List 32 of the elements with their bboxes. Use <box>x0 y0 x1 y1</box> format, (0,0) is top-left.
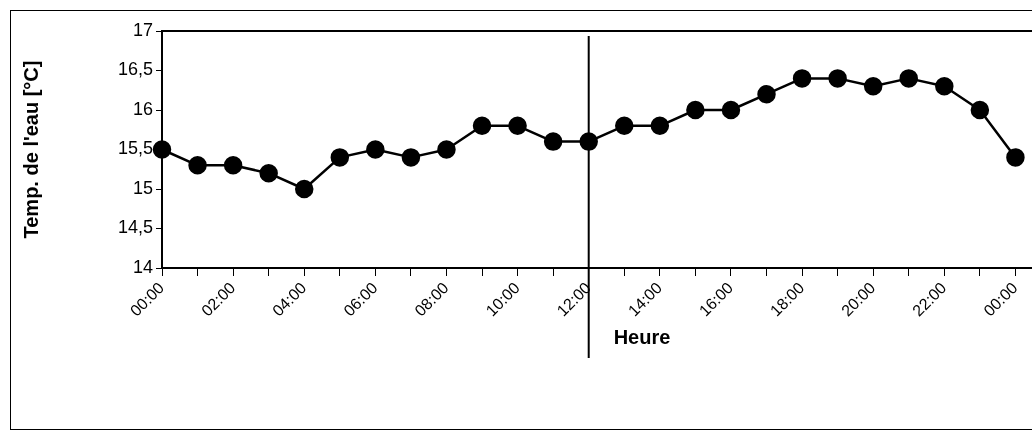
y-tick-label: 16,5 <box>117 59 153 80</box>
point <box>899 69 918 88</box>
y-tick-label: 14,5 <box>117 217 153 238</box>
point <box>472 116 492 136</box>
point <box>259 163 278 183</box>
y-tick-label: 16 <box>132 98 153 119</box>
point <box>437 140 456 159</box>
y-tick-label: 14 <box>132 256 153 277</box>
point <box>223 156 243 175</box>
point <box>935 77 954 96</box>
point <box>757 84 776 104</box>
point <box>188 156 207 175</box>
point <box>970 100 990 120</box>
point <box>366 140 385 159</box>
point <box>650 116 670 136</box>
point <box>294 179 314 199</box>
point <box>686 100 705 120</box>
point <box>1006 148 1025 167</box>
point <box>508 116 527 136</box>
point <box>863 77 883 96</box>
point <box>615 116 634 136</box>
point <box>330 148 350 167</box>
point <box>543 132 563 151</box>
y-axis-title: Temp. de l'eau [°C] <box>19 60 42 239</box>
y-tick-label: 15,5 <box>117 138 153 159</box>
y-tick-label: 17 <box>132 19 153 40</box>
point <box>401 148 421 167</box>
y-tick-label: 15 <box>132 177 153 198</box>
point <box>721 100 741 120</box>
point <box>792 69 812 88</box>
x-axis-title: Heure <box>613 325 671 348</box>
point <box>828 69 847 88</box>
